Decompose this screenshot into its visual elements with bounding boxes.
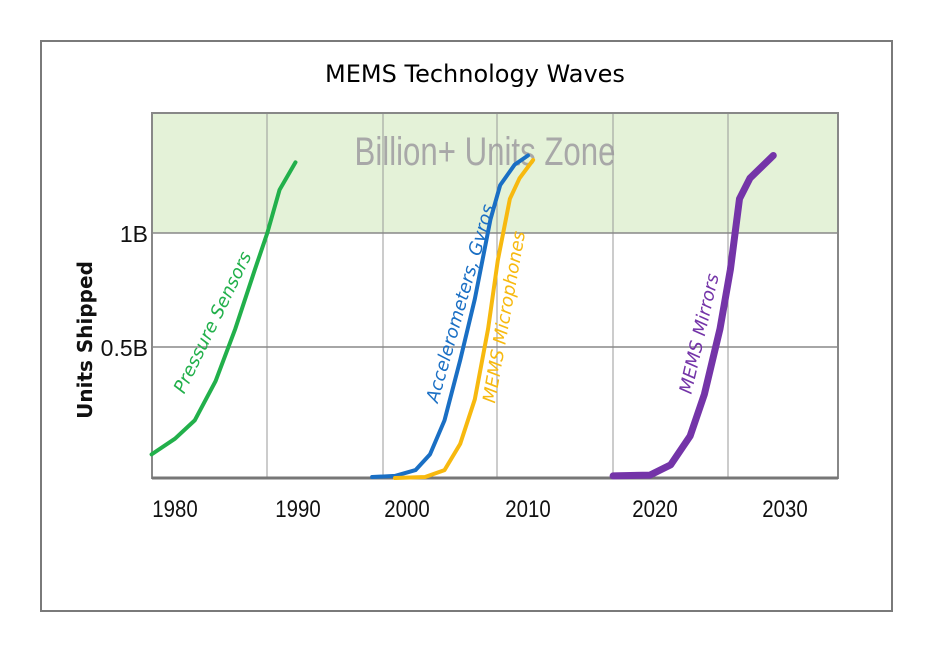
x-tick-label: 1990 (275, 495, 320, 522)
y-axis-label: Units Shipped (73, 261, 97, 419)
x-tick-label: 2020 (632, 495, 677, 522)
series-line-0 (149, 160, 298, 457)
zone-label: Billion+ Units Zone (355, 129, 616, 174)
chart-title: MEMS Technology Waves (325, 60, 625, 88)
series-line-1 (370, 153, 530, 479)
y-tick-label: 0.5B (101, 335, 148, 361)
x-tick-label: 2010 (505, 495, 550, 522)
y-tick-label: 1B (120, 221, 148, 247)
x-tick-label: 1980 (152, 495, 197, 522)
x-tick-label: 2000 (384, 495, 429, 522)
billion-zone (152, 113, 838, 233)
series-line-2 (393, 158, 536, 480)
series-label-0: Pressure Sensors (170, 248, 257, 396)
series-line-3 (609, 152, 777, 480)
chart-frame (40, 40, 893, 612)
x-tick-label: 2030 (762, 495, 807, 522)
series-label-2: MEMS Microphones (479, 229, 530, 404)
